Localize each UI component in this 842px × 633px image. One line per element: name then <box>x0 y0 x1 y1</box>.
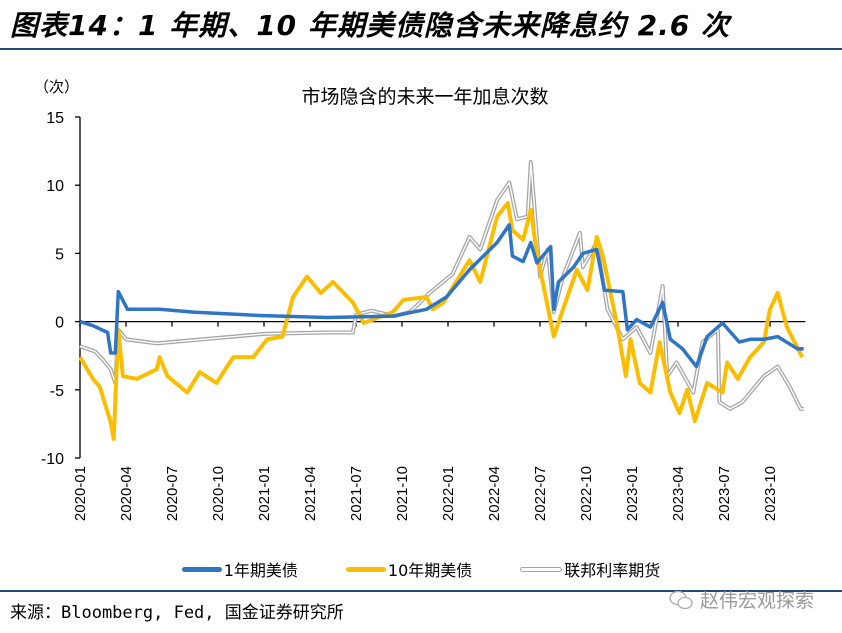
x-tick-label: 2023-04 <box>670 466 687 521</box>
legend-swatch-yellow <box>345 566 386 572</box>
x-tick-label: 2022-04 <box>486 466 503 521</box>
x-tick-label: 2023-10 <box>762 466 779 521</box>
x-tick-label: 2020-01 <box>72 466 89 521</box>
legend-swatch-blue <box>181 566 222 572</box>
watermark: 赵伟宏观探索 <box>668 586 814 613</box>
source-divider <box>0 590 842 592</box>
x-tick-label: 2022-07 <box>532 466 549 521</box>
x-tick-label: 2020-07 <box>164 466 181 521</box>
legend-label: 联邦利率期货 <box>564 561 661 580</box>
y-tick-label: -10 <box>41 451 64 468</box>
legend-label: 10年期美债 <box>387 561 473 580</box>
chart-legend: 1年期美债 10年期美债 联邦利率期货 <box>0 557 842 581</box>
x-tick-label: 2021-07 <box>348 466 365 521</box>
legend-item-1y: 1年期美债 <box>181 557 298 581</box>
x-tick-label: 2020-04 <box>118 466 135 521</box>
series-line-fed-futures <box>79 160 804 411</box>
y-tick-label: 10 <box>46 178 64 195</box>
x-tick-label: 2021-01 <box>256 466 273 521</box>
x-tick-label: 2023-01 <box>624 466 641 521</box>
series-line-1y <box>79 223 804 369</box>
y-tick-label: 0 <box>55 315 64 332</box>
chart-title: 市场隐含的未来一年加息次数 <box>301 86 549 108</box>
x-tick-label: 2020-10 <box>210 466 227 521</box>
y-axis-unit: （次） <box>34 78 80 96</box>
legend-swatch-gray <box>520 566 563 572</box>
x-tick-label: 2021-10 <box>394 466 411 521</box>
x-tick-label: 2021-04 <box>302 466 319 521</box>
legend-label: 1年期美债 <box>223 561 298 580</box>
series-line-10y <box>78 200 804 441</box>
wechat-icon <box>669 590 693 609</box>
title-divider <box>0 48 842 50</box>
x-tick-label: 2022-01 <box>440 466 457 521</box>
legend-item-10y: 10年期美债 <box>345 557 473 581</box>
y-tick-label: -5 <box>50 383 64 400</box>
y-tick-label: 5 <box>55 246 64 263</box>
x-tick-label: 2023-07 <box>716 466 733 521</box>
y-tick-label: 15 <box>46 110 64 127</box>
source-note: 来源：Bloomberg, Fed, 国金证券研究所 <box>10 603 344 623</box>
legend-item-fed-futures: 联邦利率期货 <box>520 557 660 581</box>
figure-title: 图表14：1 年期、10 年期美债隐含未来降息约 2.6 次 <box>10 9 731 42</box>
x-tick-label: 2022-10 <box>578 466 595 521</box>
watermark-text: 赵伟宏观探索 <box>699 590 814 612</box>
